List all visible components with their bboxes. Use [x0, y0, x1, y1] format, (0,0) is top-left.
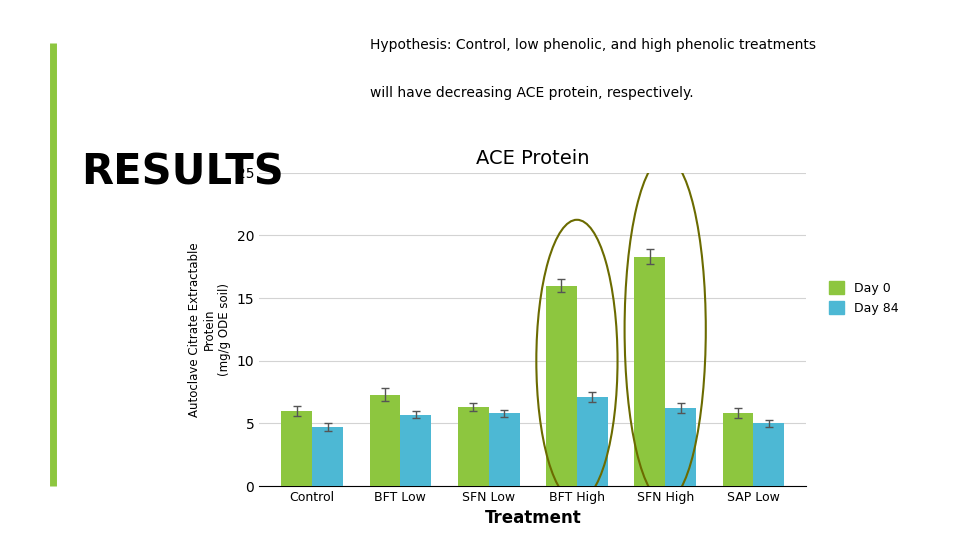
Y-axis label: Autoclave Citrate Extractable
Protein
(mg/g ODE soil): Autoclave Citrate Extractable Protein (m…: [188, 242, 231, 417]
X-axis label: Treatment: Treatment: [485, 509, 581, 528]
Bar: [665, 408, 696, 486]
Bar: [370, 395, 400, 486]
Bar: [458, 407, 489, 486]
Bar: [489, 413, 519, 486]
Bar: [281, 411, 312, 486]
Text: RESULTS: RESULTS: [82, 151, 284, 193]
Bar: [723, 413, 754, 486]
Bar: [577, 397, 608, 486]
Text: will have decreasing ACE protein, respectively.: will have decreasing ACE protein, respec…: [370, 86, 693, 100]
Legend: Day 0, Day 84: Day 0, Day 84: [824, 276, 903, 320]
Bar: [400, 415, 431, 486]
Title: ACE Protein: ACE Protein: [476, 150, 589, 168]
Bar: [546, 286, 577, 486]
Bar: [312, 427, 343, 486]
Bar: [754, 423, 784, 486]
Bar: [635, 256, 665, 486]
Text: Hypothesis: Control, low phenolic, and high phenolic treatments: Hypothesis: Control, low phenolic, and h…: [370, 38, 816, 52]
